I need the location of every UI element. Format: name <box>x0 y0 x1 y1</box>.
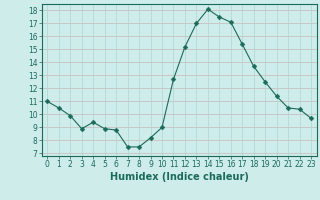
X-axis label: Humidex (Indice chaleur): Humidex (Indice chaleur) <box>110 172 249 182</box>
